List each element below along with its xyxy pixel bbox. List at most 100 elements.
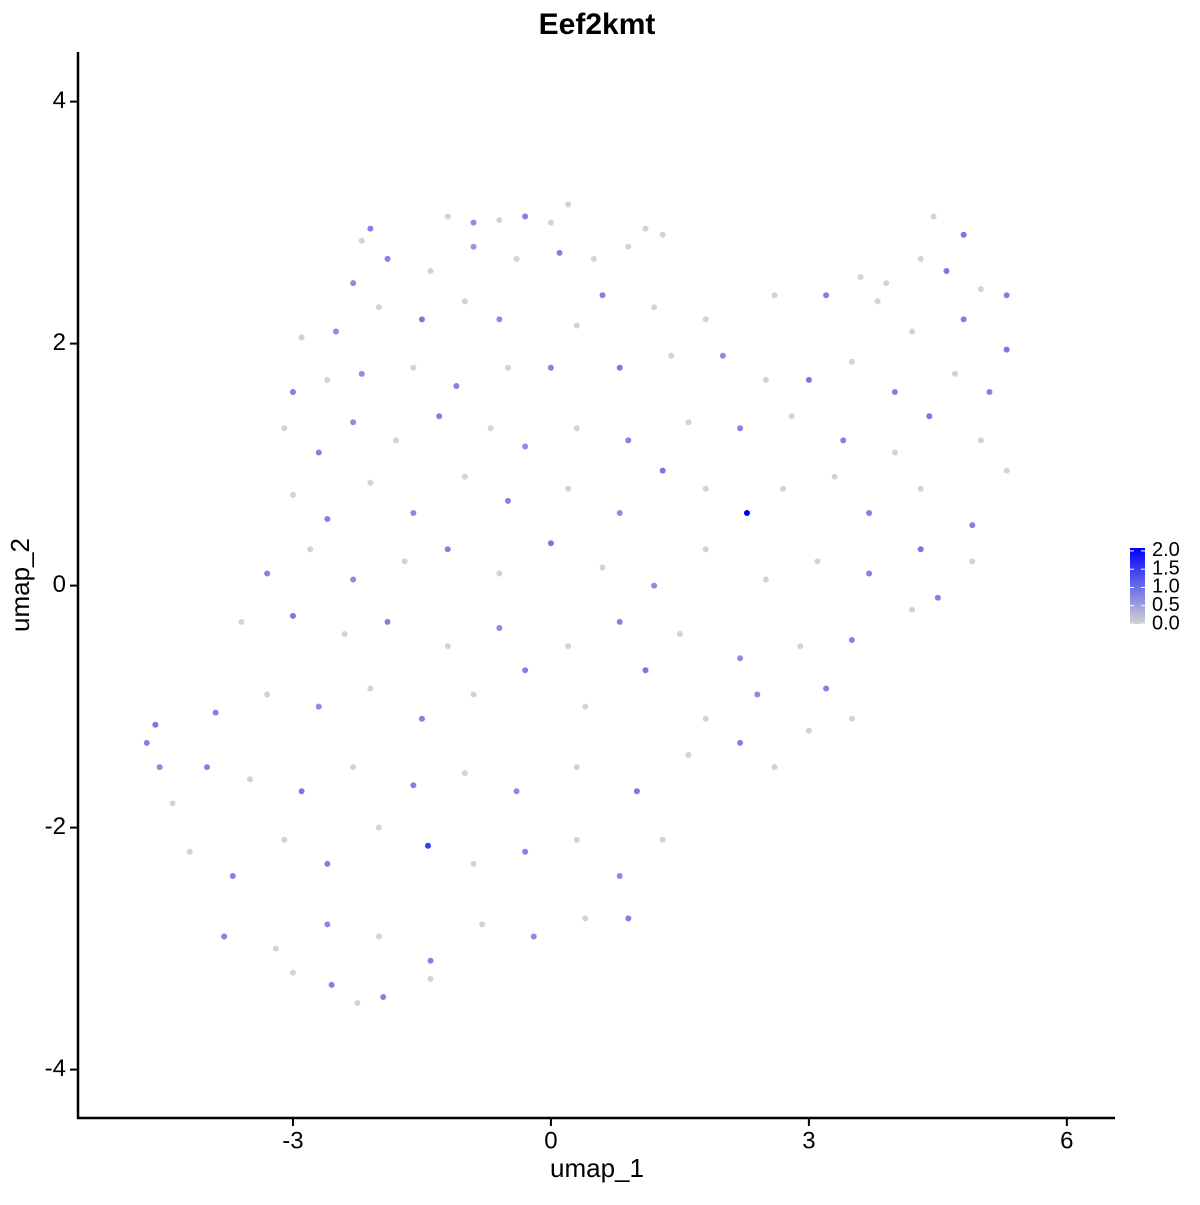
point — [156, 764, 163, 771]
point — [496, 570, 503, 577]
point — [848, 358, 855, 365]
point — [805, 376, 812, 383]
point — [625, 243, 632, 250]
point — [573, 836, 580, 843]
y-tick-label: -2 — [45, 813, 66, 840]
point — [917, 255, 924, 262]
point — [651, 304, 658, 311]
point — [470, 691, 477, 698]
point — [848, 637, 855, 644]
point — [436, 413, 443, 420]
point — [341, 631, 348, 638]
point — [952, 370, 959, 377]
point — [324, 516, 331, 523]
point — [522, 213, 529, 220]
point — [866, 510, 873, 517]
point — [332, 328, 339, 335]
colorbar-label: 0.0 — [1152, 612, 1180, 634]
point — [909, 606, 916, 613]
point — [823, 292, 830, 299]
point — [676, 631, 683, 638]
point — [221, 933, 228, 940]
point — [470, 219, 477, 226]
point — [934, 594, 941, 601]
point — [461, 298, 468, 305]
point — [328, 981, 335, 988]
colorbar-label: 2.0 — [1152, 539, 1180, 561]
point — [496, 316, 503, 323]
point — [350, 419, 357, 426]
colorbar-label: 1.0 — [1152, 576, 1180, 598]
point — [298, 334, 305, 341]
point — [427, 975, 434, 982]
y-axis-label: umap_2 — [5, 538, 35, 632]
point — [410, 510, 417, 517]
point — [522, 667, 529, 674]
point — [324, 921, 331, 928]
point — [547, 540, 554, 547]
point — [380, 994, 387, 1001]
point — [702, 485, 709, 492]
point — [444, 213, 451, 220]
point — [1003, 346, 1010, 353]
point — [307, 546, 314, 553]
point — [616, 364, 623, 371]
point — [427, 957, 434, 964]
point — [848, 715, 855, 722]
point — [487, 425, 494, 432]
point — [547, 364, 554, 371]
point — [917, 485, 924, 492]
point — [530, 933, 537, 940]
point — [384, 255, 391, 262]
point — [805, 727, 812, 734]
point — [410, 782, 417, 789]
point — [418, 316, 425, 323]
point — [358, 237, 365, 244]
point — [367, 685, 374, 692]
point — [814, 558, 821, 565]
point — [298, 788, 305, 795]
point — [573, 322, 580, 329]
point — [264, 691, 271, 698]
point — [203, 764, 210, 771]
point — [229, 873, 236, 880]
point — [909, 328, 916, 335]
colorbar — [1130, 548, 1145, 624]
point — [152, 721, 159, 728]
point — [470, 243, 477, 250]
point — [797, 643, 804, 650]
x-tick-label: 0 — [544, 1127, 557, 1154]
point — [444, 643, 451, 650]
point — [930, 213, 937, 220]
point — [590, 255, 597, 262]
point — [565, 643, 572, 650]
point — [754, 691, 761, 698]
point — [565, 201, 572, 208]
point — [743, 510, 750, 517]
point — [375, 824, 382, 831]
point — [659, 231, 666, 238]
point — [367, 225, 374, 232]
point — [702, 715, 709, 722]
point — [393, 437, 400, 444]
point — [1003, 467, 1010, 474]
point — [633, 788, 640, 795]
point — [401, 558, 408, 565]
x-tick-label: 6 — [1060, 1127, 1073, 1154]
point — [685, 752, 692, 759]
point — [780, 485, 787, 492]
point — [874, 298, 881, 305]
point — [358, 370, 365, 377]
y-tick-label: 4 — [53, 87, 66, 114]
point — [737, 655, 744, 662]
point — [943, 268, 950, 275]
point — [212, 709, 219, 716]
colorbar-label: 1.5 — [1152, 557, 1180, 579]
y-tick-label: -4 — [45, 1055, 66, 1082]
point — [866, 570, 873, 577]
point — [582, 703, 589, 710]
point — [762, 576, 769, 583]
point — [625, 437, 632, 444]
point — [324, 376, 331, 383]
